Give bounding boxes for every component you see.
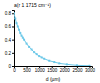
line [14,13,89,66]
y-tick-mark [12,40,14,41]
point [36,53,38,55]
x-tick-label: 2000 [60,68,71,73]
x-tick: 2000 [60,66,71,73]
point [41,56,43,58]
y-axis: 0 0.2 0.4 0.6 0.8 [5,11,15,69]
point [16,22,18,24]
y-tick-label: 0 [8,64,11,69]
point [58,62,60,64]
y-tick-mark [12,13,14,14]
point [28,46,30,48]
point [18,29,20,31]
y-tick-label: 0.6 [5,24,12,29]
chart: 0 500 10001500200025003000 0 0.2 0.4 0.6 0.8a(r… [0,0,100,83]
x-tick-label: 3000 [85,68,96,73]
y-axis-line [12,11,15,67]
point [26,43,28,45]
title: a(r 1 1715 cm⁻¹) [14,2,51,8]
point [31,49,33,51]
y-tick-label: 0.8 [5,11,12,16]
point [22,37,24,39]
y-tick: 0.2 [5,51,14,56]
y-tick-label: 0.2 [5,51,12,56]
x-tick: 2500 [72,66,83,73]
x-tick: 500 [23,66,31,73]
x-tick: 1500 [47,66,58,73]
point [66,63,68,65]
point [48,60,50,62]
y-tick: 0.6 [5,24,14,29]
x-tick-label: 500 [23,68,31,73]
x-axis: 0 500 10001500200025003000 [13,66,95,73]
x-tick-label: 0 [13,68,16,73]
point [53,61,55,63]
point [14,18,16,20]
y-tick-mark [12,53,14,54]
y-tick: 0 [8,64,14,69]
point [19,32,21,34]
x-tick: 3000 [85,66,96,73]
point [88,65,90,66]
x-tick: 1000 [35,66,46,73]
plot: 0 500 10001500200025003000 0 0.2 0.4 0.6 0.8 [5,11,96,74]
x-tick: 0 [13,66,16,73]
x-tick-label: 1000 [35,68,46,73]
x-tick-label: 1500 [47,68,58,73]
y-tick-mark [12,66,14,67]
x-tick-label: 2500 [72,68,83,73]
point [43,58,45,60]
point [33,51,35,53]
point [38,55,40,57]
point [21,35,23,37]
series [14,12,90,66]
point [14,12,15,14]
y-tick-mark [12,26,14,27]
y-tick-label: 0.4 [5,38,12,43]
x-axis-title: d (µm) [46,76,61,82]
point [23,39,25,41]
point [76,64,78,66]
point [17,25,19,27]
y-tick: 0.4 [5,38,14,43]
y-tick: 0.8 [5,11,14,16]
